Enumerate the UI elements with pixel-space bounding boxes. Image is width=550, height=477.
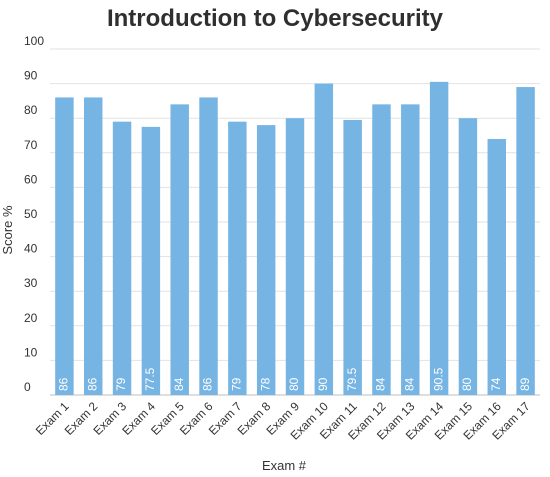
y-tick-label: 0 <box>24 380 31 394</box>
bar-value-label: 84 <box>374 377 388 391</box>
bar <box>84 97 103 395</box>
bar-value-label: 84 <box>402 377 416 391</box>
bar-value-label: 79.5 <box>345 367 359 391</box>
bar <box>256 125 276 396</box>
bar <box>228 121 247 395</box>
y-tick-label: 80 <box>24 103 38 117</box>
bars <box>55 81 535 396</box>
y-tick-label: 90 <box>24 69 38 83</box>
chart-title: Introduction to Cybersecurity <box>107 5 444 32</box>
bar-value-label: 80 <box>287 377 301 391</box>
bar-value-labels: 86 86 79 77.5 84 86 79 78 80 90 79.5 84 84 90.5 80 74 89 <box>57 367 532 391</box>
bar <box>112 121 132 395</box>
y-tick-label: 100 <box>24 34 44 48</box>
y-tick-label: 10 <box>24 345 38 359</box>
y-tick-label: 60 <box>24 172 38 186</box>
y-axis-ticks: 0 10 20 30 40 50 60 70 80 90 100 <box>24 34 44 394</box>
bar-value-label: 78 <box>258 377 272 391</box>
y-tick-label: 70 <box>24 138 38 152</box>
bar-value-label: 79 <box>230 377 244 391</box>
bar <box>487 138 506 395</box>
y-tick-label: 50 <box>24 207 38 221</box>
bar-value-label: 77.5 <box>143 367 157 391</box>
bar <box>141 126 161 395</box>
y-tick-label: 40 <box>24 242 38 256</box>
bar <box>285 118 305 395</box>
bar <box>372 104 391 396</box>
bar-value-label: 79 <box>114 377 128 391</box>
bar <box>343 119 362 396</box>
bar <box>314 83 334 395</box>
bar <box>55 97 74 395</box>
bar <box>516 87 535 395</box>
bar-value-label: 90 <box>316 377 330 391</box>
bar <box>199 97 218 395</box>
bar-value-label: 86 <box>85 377 99 391</box>
bar-value-label: 80 <box>460 377 474 391</box>
bar-value-label: 89 <box>518 377 532 391</box>
y-tick-label: 30 <box>24 276 38 290</box>
bar-value-label: 90.5 <box>431 367 445 391</box>
x-axis-label: Exam # <box>262 458 307 473</box>
bar-value-label: 86 <box>57 377 71 391</box>
bar <box>429 81 449 396</box>
bar-value-label: 86 <box>201 377 215 391</box>
y-tick-label: 20 <box>24 311 38 325</box>
bar <box>458 118 478 395</box>
bar-value-label: 74 <box>489 377 503 391</box>
bar-value-label: 84 <box>172 377 186 391</box>
bar <box>170 104 189 396</box>
bar <box>401 104 420 396</box>
y-axis-label: Score % <box>0 205 15 255</box>
